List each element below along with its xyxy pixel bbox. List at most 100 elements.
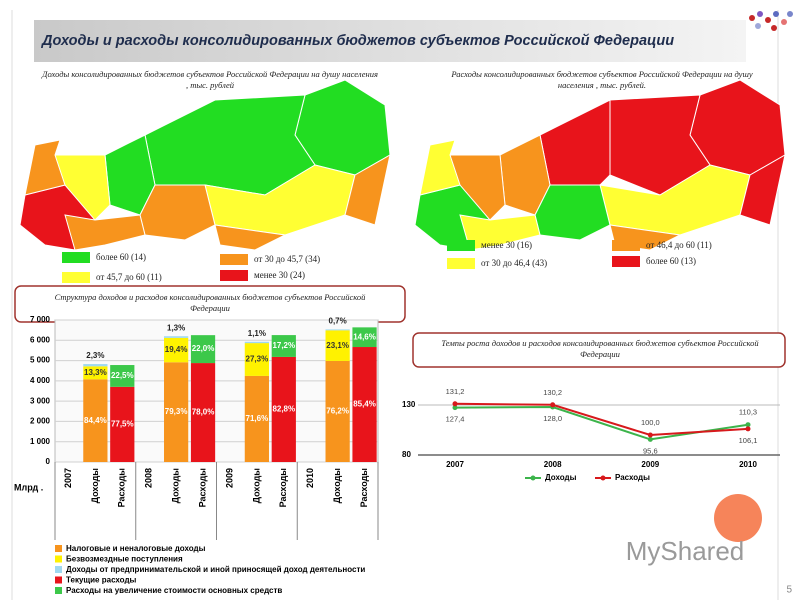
line-point (550, 402, 556, 408)
y-tick-label: 7 000 (30, 315, 51, 324)
legend-label: Расходы (615, 473, 650, 482)
data-label: 17,2% (272, 341, 295, 350)
line-point (647, 432, 653, 438)
legend-label: от 46,4 до 60 (11) (646, 240, 712, 250)
slide-title: Доходы и расходы консолидированных бюдже… (40, 33, 674, 49)
y-axis-label: Млрд . (14, 482, 43, 492)
plot-area (54, 319, 379, 463)
legend-label: Налоговые и неналоговые доходы (66, 544, 206, 553)
x-tick-label: 2010 (739, 460, 757, 469)
bar-segment (244, 375, 269, 462)
y-tick-label: 1 000 (30, 437, 51, 446)
bar-segment (164, 362, 189, 462)
page-number: 5 (786, 585, 792, 596)
data-label: 77,5% (111, 420, 134, 429)
legend-label: Текущие расходы (66, 576, 137, 585)
legend-swatch (55, 587, 62, 594)
legend-swatch (447, 240, 475, 251)
data-label: 19,4% (165, 345, 188, 354)
watermark: MyShared (626, 536, 745, 566)
legend-swatch (612, 256, 640, 267)
decor-circle (714, 494, 762, 542)
bar-segment (271, 356, 296, 462)
bar-segment (190, 335, 216, 364)
bar-segment (83, 366, 108, 380)
bar-segment (352, 347, 377, 462)
legend-label: более 60 (14) (96, 252, 146, 262)
bar-segment (325, 329, 350, 331)
bar-segment (83, 364, 108, 367)
legend-label: от 30 до 45,7 (34) (254, 254, 320, 264)
data-label: 0,7% (329, 317, 347, 326)
data-label: 27,3% (246, 355, 269, 364)
y-tick-label: 6 000 (30, 335, 51, 344)
data-label: 128,0 (543, 414, 562, 423)
data-label: 1,1% (248, 329, 266, 338)
line-point (745, 426, 751, 432)
legend-swatch (55, 545, 62, 552)
x-tick-label: 2007 (446, 460, 464, 469)
data-label: 22,5% (111, 371, 134, 380)
data-label: 82,8% (272, 405, 295, 414)
line-series (454, 402, 749, 437)
x-tick-label: Доходы (251, 468, 261, 504)
legend-label: менее 30 (24) (254, 270, 305, 280)
legend-label: от 30 до 46,4 (43) (481, 258, 547, 268)
data-label: 100,0 (641, 418, 660, 427)
expense-map (414, 79, 786, 251)
data-label: 14,6% (353, 332, 376, 341)
y-tick-label: 5 000 (30, 356, 51, 365)
x-tick-label: Доходы (332, 468, 342, 504)
bar-segment (325, 360, 350, 462)
panel-title: Структура доходов и расходов консолидиро… (55, 292, 367, 313)
data-label: 130,2 (543, 388, 562, 397)
legend-swatch (612, 240, 640, 251)
data-label: 76,2% (326, 407, 349, 416)
group-label: 2008 (144, 468, 154, 488)
x-tick-label: Расходы (197, 468, 207, 508)
data-label: 23,1% (326, 341, 349, 350)
bar-segment (110, 365, 135, 387)
x-tick-label: Доходы (90, 468, 100, 504)
y-tick-label: 2 000 (30, 417, 51, 426)
line-point (745, 422, 751, 428)
bar-segment (110, 386, 135, 462)
y-tick-label: 4 000 (30, 376, 51, 385)
legend-swatch (220, 254, 248, 265)
legend-swatch (55, 555, 62, 563)
x-tick-label: Расходы (359, 468, 369, 508)
legend-swatch (220, 270, 248, 281)
legend-marker (600, 475, 606, 481)
map-title: Расходы консолидированных бюджетов субъе… (450, 69, 753, 90)
data-label: 110,3 (739, 408, 757, 417)
line-point (452, 405, 458, 411)
data-label: 85,4% (353, 400, 376, 409)
legend-label: более 60 (13) (646, 256, 696, 266)
x-tick-label: 2009 (641, 460, 659, 469)
panel-box (412, 332, 786, 368)
bar-segment (325, 330, 350, 361)
y-tick-label: 80 (402, 450, 411, 459)
data-label: 131,2 (446, 387, 465, 396)
data-label: 78,0% (192, 408, 215, 417)
legend-swatch (62, 252, 90, 263)
x-tick-label: 2008 (544, 460, 562, 469)
line-point (647, 436, 653, 442)
legend-swatch (55, 566, 62, 573)
data-label: 13,3% (84, 368, 107, 377)
legend-swatch (55, 576, 62, 584)
legend-label: Доходы (545, 473, 577, 482)
data-label: 106,1 (739, 436, 758, 445)
group-label: 2010 (305, 468, 315, 488)
data-label: 2,3% (86, 351, 104, 360)
bar-segment (164, 337, 189, 363)
data-label: 1,3% (167, 323, 185, 332)
line-point (452, 401, 458, 407)
bar-segment (83, 379, 108, 462)
x-tick-label: Расходы (278, 468, 288, 508)
bar-segment (271, 335, 296, 357)
y-tick-label: 130 (402, 400, 416, 409)
group-label: 2007 (63, 468, 73, 488)
data-label: 22,0% (192, 344, 215, 353)
